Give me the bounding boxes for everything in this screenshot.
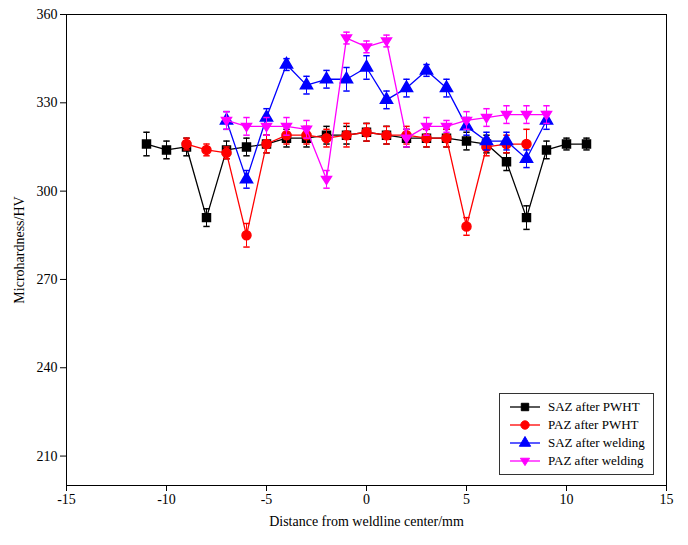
svg-text:5: 5 (463, 492, 470, 507)
svg-text:270: 270 (37, 272, 58, 287)
svg-text:Distance from weldline center/: Distance from weldline center/mm (269, 514, 464, 529)
svg-text:Microhardness/HV: Microhardness/HV (12, 196, 27, 303)
html-text:SAZ after PWHT: SAZ after PWHT (548, 399, 640, 414)
svg-text:-15: -15 (57, 492, 76, 507)
svg-text:10: 10 (560, 492, 574, 507)
html-text:PAZ after welding: PAZ after welding (548, 453, 644, 468)
svg-text:-10: -10 (157, 492, 176, 507)
svg-text:360: 360 (37, 7, 58, 22)
html-text:SAZ after welding: SAZ after welding (548, 435, 645, 450)
svg-text:330: 330 (37, 95, 58, 110)
svg-text:-5: -5 (261, 492, 273, 507)
svg-text:15: 15 (660, 492, 674, 507)
html-text:PAZ after PWHT: PAZ after PWHT (548, 417, 639, 432)
svg-text:0: 0 (363, 492, 370, 507)
svg-text:300: 300 (37, 184, 58, 199)
svg-text:210: 210 (37, 449, 58, 464)
svg-text:240: 240 (37, 360, 58, 375)
